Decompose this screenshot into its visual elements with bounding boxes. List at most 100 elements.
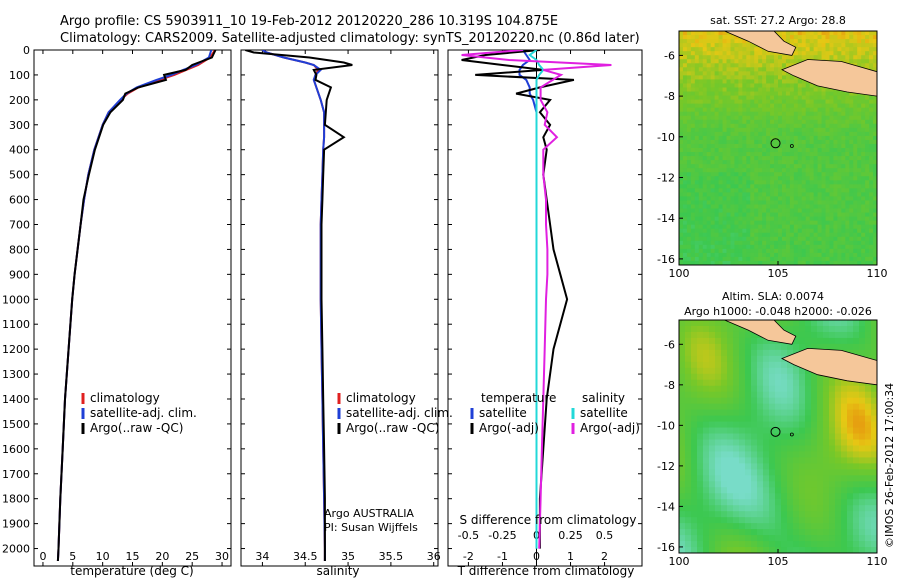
sst-map-cell [754,168,759,173]
sla-map-cell [763,505,770,512]
sst-map-cell [781,220,787,226]
sla-map-cell [763,547,770,553]
sla-map-cell [841,541,848,548]
sst-map-cell [758,224,763,230]
sst-map-cell [762,59,767,64]
sst-map-cell [742,208,747,214]
sst-map-cell [833,99,838,105]
sst-map-cell [805,55,811,60]
sla-map-cell [697,547,704,553]
sst-map-cell [679,160,684,165]
sla-map-cell [841,475,848,482]
sst-map-cell [738,204,743,210]
sst-map-cell [730,192,736,198]
sla-map-cell [829,481,836,488]
sla-map-cell [847,325,854,333]
sst-map-cell [873,192,877,198]
sla-map-cell [871,505,877,512]
sst-map-cell [821,43,827,48]
sst-map-cell [801,119,807,125]
sst-map-cell [766,192,771,198]
sst-map-cell [710,55,716,60]
sst-map-cell [805,260,811,265]
sla-map-cell [739,469,746,476]
sla-map-cell [829,397,836,405]
sst-map-cell [789,152,795,157]
sst-map-cell [694,188,700,193]
sst-map-cell [730,131,736,137]
sla-map-cell [823,433,830,441]
sst-map-cell [754,180,759,185]
sst-map-cell [706,204,712,210]
sst-map-cell [861,63,866,68]
sst-map-cell [762,156,767,161]
sst-map-cell [873,115,877,121]
sla-map-cell [805,541,812,548]
sla-map-cell [685,457,692,464]
sst-map-cell [690,127,696,133]
sst-map-cell [722,71,728,76]
sla-map-cell [817,379,824,387]
sst-map-cell [702,260,708,265]
sst-map-cell [718,75,724,81]
sla-map-cell [853,517,860,524]
sst-map-cell [754,67,759,72]
sst-map-cell [825,192,831,198]
sst-map-cell [817,224,823,230]
sst-map-cell [785,216,791,222]
sst-map-cell [793,51,799,56]
sst-map-cell [710,103,716,109]
sst-map-cell [766,232,771,238]
sst-map-cell [762,55,767,60]
sst-map-cell [706,123,712,129]
sst-map-cell [774,95,779,101]
sst-map-cell [774,143,779,149]
sst-map-cell [686,71,692,76]
sst-map-cell [865,224,870,230]
sst-map-cell [861,168,866,173]
sst-map-cell [770,228,775,234]
sst-map-cell [714,184,720,189]
sst-map-cell [722,220,728,226]
sla-map-cell [685,331,692,339]
sst-map-cell [766,248,771,254]
sst-map-cell [730,39,736,44]
sla-map-cell [691,505,698,512]
sla-map-cell [775,469,782,476]
sla-map-cell [853,451,860,459]
sst-lat-tick-label: -14 [657,212,675,225]
sst-map-cell [698,148,704,153]
sla-map-cell [793,367,800,375]
sst-map-cell [849,131,854,137]
sst-map-cell [817,43,823,48]
sst-map-cell [766,75,771,81]
sst-map-cell [813,260,819,265]
sst-map-cell [869,232,874,238]
sst-map-cell [829,196,835,202]
sla-map-cell [715,541,722,548]
sla-map-cell [763,481,770,488]
sla-map-cell [769,403,776,411]
sst-map-cell [778,180,783,185]
sla-map-cell [835,343,842,351]
sla-map-cell [865,445,872,453]
sla-map-cell [787,469,794,476]
difference-x-tick-label: -1 [497,550,508,563]
sst-map-cell [702,43,708,48]
sst-map-cell [730,51,736,56]
sst-map-cell [734,63,739,68]
sst-map-cell [829,143,835,149]
sst-map-cell [813,180,819,185]
sst-map-cell [754,115,759,121]
sst-map-cell [778,256,783,262]
sst-map-cell [781,103,787,109]
sla-map-cell [817,415,824,423]
sla-map-cell [805,409,812,417]
sst-map-cell [742,111,747,117]
sst-map-cell [857,220,862,226]
sst-map-cell [742,188,747,193]
sla-map-cell [775,433,782,441]
sst-map-cell [793,260,799,265]
sst-map-cell [758,47,763,52]
sla-map-cell [703,451,710,459]
